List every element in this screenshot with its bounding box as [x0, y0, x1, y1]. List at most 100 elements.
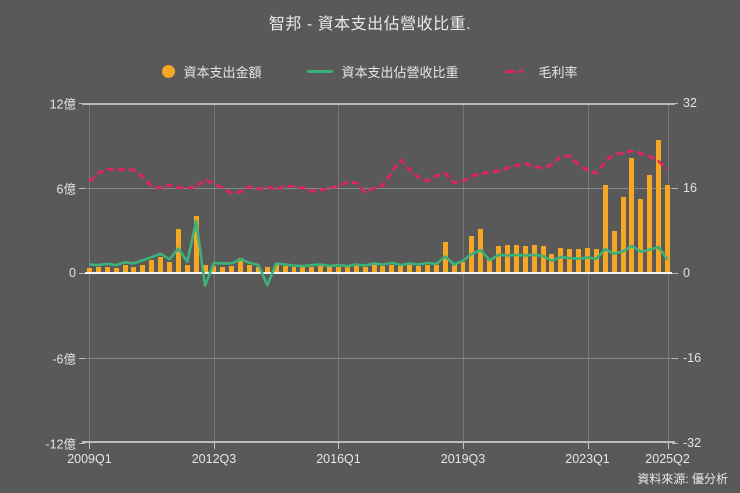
x-axis-tick-label: 2009Q1	[67, 452, 112, 466]
bar[interactable]	[558, 247, 564, 273]
bar[interactable]	[380, 265, 386, 273]
bar[interactable]	[371, 265, 377, 273]
bar[interactable]	[291, 266, 297, 273]
bar[interactable]	[522, 246, 528, 273]
y-axis-left-tick-mark	[79, 358, 85, 359]
y-axis-right-tick-label: -32	[683, 436, 702, 450]
bar[interactable]	[211, 265, 217, 273]
x-axis-tick-mark	[462, 443, 464, 449]
bar[interactable]	[389, 264, 395, 273]
bar[interactable]	[611, 231, 617, 273]
bar[interactable]	[220, 266, 226, 273]
gridline	[85, 358, 672, 359]
x-axis-tick-mark	[89, 443, 91, 449]
x-axis-tick-mark	[667, 443, 669, 449]
y-axis-left-tick-mark	[79, 188, 85, 189]
bar[interactable]	[424, 264, 430, 273]
bar[interactable]	[531, 245, 537, 273]
y-axis-right-tick-label: 16	[683, 181, 697, 195]
legend-item-gross-margin[interactable]: 毛利率	[504, 62, 578, 81]
x-axis-tick-mark	[213, 443, 215, 449]
bar[interactable]	[86, 268, 92, 273]
bar[interactable]	[629, 158, 635, 273]
bar[interactable]	[238, 258, 244, 273]
bar[interactable]	[460, 261, 466, 273]
bar[interactable]	[202, 265, 208, 273]
y-axis-right-tick-mark	[672, 443, 678, 444]
bar[interactable]	[229, 265, 235, 273]
bar[interactable]	[433, 265, 439, 273]
bar[interactable]	[496, 246, 502, 273]
legend-marker-dashed-line-icon	[504, 70, 531, 73]
bar[interactable]	[158, 257, 164, 273]
bar[interactable]	[540, 246, 546, 273]
bar[interactable]	[513, 245, 519, 273]
bar[interactable]	[362, 266, 368, 273]
bar[interactable]	[335, 266, 341, 273]
bar[interactable]	[193, 215, 199, 273]
bar[interactable]	[255, 266, 261, 273]
x-axis-tick-mark	[338, 443, 340, 449]
bar[interactable]	[451, 265, 457, 273]
legend-label-capex: 資本支出金額	[183, 65, 262, 80]
bar[interactable]	[167, 262, 172, 273]
bar[interactable]	[593, 248, 599, 273]
plot-top-border	[82, 103, 675, 105]
x-axis-tick-mark	[587, 443, 589, 449]
y-axis-right-tick-mark	[672, 103, 678, 104]
bar[interactable]	[416, 265, 421, 273]
bar[interactable]	[282, 265, 288, 273]
y-axis-left-tick-mark	[79, 443, 85, 444]
bar[interactable]	[620, 196, 626, 273]
bar[interactable]	[122, 265, 128, 273]
legend-marker-line-icon	[307, 70, 334, 73]
bar[interactable]	[149, 259, 155, 273]
line-gross-margin[interactable]	[88, 149, 669, 195]
bar[interactable]	[184, 265, 190, 273]
bar[interactable]	[273, 264, 279, 273]
bar[interactable]	[504, 245, 510, 273]
plot-bottom-border	[82, 441, 675, 443]
bar[interactable]	[585, 247, 590, 273]
bar[interactable]	[131, 267, 137, 273]
bar[interactable]	[398, 266, 404, 273]
bar[interactable]	[567, 248, 573, 273]
bar[interactable]	[104, 266, 110, 273]
x-axis-tick-label: 2012Q3	[191, 452, 237, 466]
y-axis-right-tick-mark	[672, 273, 678, 274]
legend-item-capex[interactable]: 資本支出金額	[162, 62, 261, 81]
bar[interactable]	[549, 253, 555, 273]
bar[interactable]	[264, 266, 270, 273]
bar[interactable]	[95, 267, 101, 273]
bar[interactable]	[113, 267, 119, 273]
bar[interactable]	[327, 267, 333, 273]
bar[interactable]	[309, 266, 315, 273]
legend-label-gross-margin: 毛利率	[538, 65, 578, 80]
line-series-overlay	[85, 149, 672, 288]
bar[interactable]	[638, 199, 644, 273]
bar[interactable]	[300, 267, 306, 273]
bar[interactable]	[602, 185, 608, 273]
bar[interactable]	[656, 139, 662, 273]
bar[interactable]	[576, 248, 582, 273]
bar[interactable]	[353, 265, 359, 273]
bar[interactable]	[665, 185, 671, 273]
legend-item-capex-ratio[interactable]: 資本支出佔營收比重	[307, 62, 459, 81]
y-axis-right-tick-mark	[672, 358, 678, 359]
y-axis-left-tick-mark	[79, 273, 85, 274]
bar[interactable]	[407, 265, 413, 273]
legend-marker-dot-icon	[162, 65, 176, 78]
line-capex-ratio[interactable]	[89, 219, 669, 288]
x-axis-tick-label: 2023Q1	[565, 452, 610, 466]
bar[interactable]	[487, 259, 493, 273]
bar[interactable]	[344, 267, 350, 273]
chart-legend: 資本支出金額 資本支出佔營收比重 毛利率	[0, 62, 740, 81]
bar[interactable]	[647, 175, 653, 273]
bar[interactable]	[247, 264, 253, 273]
y-axis-right-tick-mark	[672, 188, 678, 189]
bar[interactable]	[175, 229, 181, 273]
bar[interactable]	[140, 264, 146, 273]
bar[interactable]	[318, 265, 324, 273]
x-axis-tick-label: 2016Q1	[316, 452, 361, 466]
